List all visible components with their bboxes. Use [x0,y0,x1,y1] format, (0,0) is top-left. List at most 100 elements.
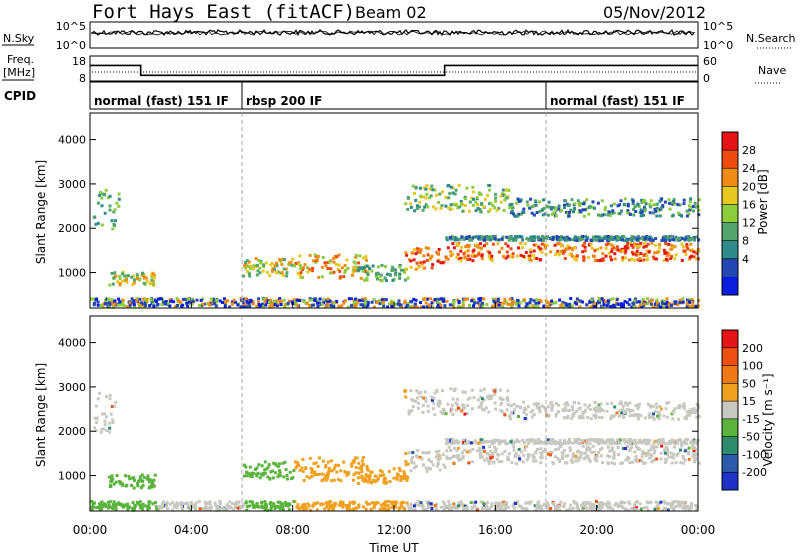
range-cell [268,300,271,304]
range-cell [575,504,579,508]
range-cell [569,458,573,462]
range-cell [114,505,118,508]
range-cell [673,257,677,261]
range-cell [461,403,465,407]
range-cell [442,463,446,467]
range-cell [287,263,291,267]
range-cell [626,508,630,512]
range-cell [471,203,475,207]
range-cell [287,502,291,506]
range-cell [606,500,610,504]
range-cell [688,304,692,308]
range-cell [402,470,406,474]
range-cell [402,268,406,272]
range-cell [494,199,497,203]
range-cell [682,456,685,460]
range-cell [514,451,518,455]
range-cell [96,221,100,225]
freq-unit-label: [MHz] [3,66,35,79]
range-cell [397,274,401,278]
range-cell [597,213,600,217]
range-cell [654,237,658,241]
range-cell [581,235,584,238]
range-cell [380,279,384,283]
range-cell [471,259,475,263]
range-cell [121,301,125,305]
range-cell [271,304,275,308]
range-cell [371,501,374,505]
range-cell [442,297,446,301]
range-cell [409,205,413,209]
range-cell [128,505,132,509]
range-cell [329,459,333,463]
range-cell [534,459,538,463]
range-cell [542,441,546,445]
noise-panel: N.Sky 10^5 10^0 10^5 10^0 N.Search [2,20,796,52]
range-cell [482,297,486,301]
range-cell [437,303,440,307]
range-cell [326,302,330,306]
range-cell [425,297,429,301]
range-cell [378,274,382,278]
range-cell [236,506,240,510]
range-cell [593,249,597,253]
range-cell [530,239,534,242]
range-cell [328,271,332,275]
range-cell [372,478,376,482]
range-cell [493,401,497,405]
range-cell [657,438,661,442]
range-cell [249,264,253,268]
range-cell [684,253,688,257]
range-cell [113,405,117,409]
range-cell [516,197,520,201]
range-cell [461,303,465,307]
range-cell [245,259,249,263]
range-cell [586,416,590,419]
range-cell [110,298,114,302]
range-cell [452,439,456,443]
range-cell [664,445,668,449]
range-cell [692,451,696,455]
range-cell [491,204,495,207]
range-cell [665,401,669,405]
range-cell [288,470,292,474]
range-cell [481,303,485,307]
range-cell [403,301,407,304]
range-cell [388,480,392,483]
range-cell [535,211,539,214]
range-cell [602,303,606,307]
range-cell [407,504,410,508]
range-cell [251,301,255,304]
range-cell [429,502,433,506]
range-cell [641,298,645,302]
range-cell [131,274,135,278]
range-cell [609,438,613,442]
range-cell [111,227,115,231]
range-cell [678,301,682,304]
range-cell [638,305,642,309]
range-cell [546,213,550,217]
range-cell [560,303,564,306]
range-cell [515,462,519,466]
range-cell [570,238,574,242]
range-cell [406,462,410,466]
colorbar-cell [722,186,738,205]
range-cell [272,461,276,465]
velocity-y-axis-label: Slant Range [km] [34,363,48,467]
range-cell [461,438,465,442]
range-cell [641,452,645,456]
range-cell [547,413,551,417]
cpid-label: CPID [4,89,36,103]
range-cell [488,453,492,457]
range-cell [406,276,410,280]
range-cell [479,455,483,459]
range-cell [618,249,622,253]
range-cell [283,258,287,262]
range-cell [614,301,618,305]
range-cell [361,269,365,273]
range-cell [242,304,246,308]
range-cell [619,461,623,465]
range-cell [565,415,569,419]
range-cell [321,502,325,506]
range-cell [321,478,325,482]
